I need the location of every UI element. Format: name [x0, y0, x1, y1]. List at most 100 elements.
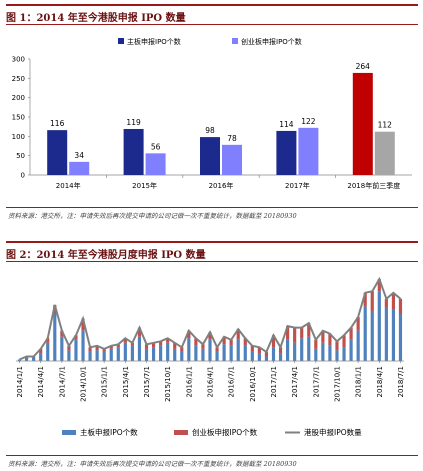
bar-main-board [144, 348, 149, 361]
bar-main-board [391, 309, 396, 361]
bar-gem [363, 292, 367, 307]
figure2-source: 资料来源：港交所，注：申请失效后再次提交申请的公司记做一次不重复统计，数据截至 … [8, 460, 297, 468]
x-tick-label: 2015/10/1 [164, 366, 172, 402]
bar-gem [194, 338, 198, 346]
bar-value-label: 112 [378, 121, 393, 130]
bar-main-board [67, 350, 71, 361]
x-tick-label: 2018年前三季度 [347, 181, 400, 190]
x-tick-label: 2017/10/1 [333, 366, 341, 402]
bar-main-board [74, 339, 78, 361]
bar-gem [39, 348, 43, 354]
bar-gem [46, 338, 50, 343]
bar-value-label: 122 [301, 117, 316, 126]
legend-label-main-board: 主板申报IPO个数 [80, 427, 138, 437]
bar-gem [321, 330, 325, 343]
x-tick-label: 2016/10/1 [249, 366, 257, 402]
bar-main-board [398, 313, 403, 361]
bar-value-label: 98 [205, 126, 215, 135]
legend-swatch-main-board [118, 38, 124, 44]
bar-main-board [286, 339, 290, 361]
bar-main-board [222, 344, 226, 361]
y-tick-label: 50 [16, 152, 25, 160]
y-tick-label: 250 [12, 75, 25, 83]
bar-main-board [307, 336, 311, 361]
x-tick-label: 2016/7/1 [228, 366, 236, 397]
x-tick-label: 2015/7/1 [143, 366, 151, 397]
bar-value-label: 34 [74, 151, 84, 160]
bar-gem [335, 341, 339, 351]
bar-gem [286, 326, 290, 340]
x-tick-label: 2014/1/1 [16, 366, 24, 397]
x-tick-label: 2014/10/1 [80, 366, 88, 402]
bar-gem [298, 127, 319, 175]
bar-gem [159, 341, 163, 346]
bar-main-board [159, 345, 163, 361]
bar-main-board [88, 351, 92, 361]
bar-main-board [356, 330, 360, 361]
bar-gem [145, 153, 166, 175]
bar-gem [67, 345, 71, 351]
figure2-title: 图 2：2014 年至今港股月度申报 IPO 数量 [6, 250, 206, 261]
bar-main-board [201, 348, 205, 361]
legend-label-gem: 创业板申报IPO个数 [192, 427, 258, 437]
bar-main-board [53, 313, 57, 361]
x-tick-label: 2018/1/1 [355, 366, 363, 397]
bar-gem [102, 348, 106, 352]
bar-main-board [257, 353, 261, 361]
bar-gem [187, 330, 191, 339]
bar-main-board [151, 347, 156, 361]
bar-gem [391, 292, 396, 310]
bar-main-board [250, 351, 254, 361]
bar-gem [271, 335, 276, 348]
bar-gem [137, 327, 142, 337]
bar-gem [151, 342, 156, 348]
bar-gem [257, 347, 261, 354]
bar-main-board [377, 291, 381, 361]
y-tick-label: 200 [12, 94, 25, 102]
bar-gem [144, 344, 149, 349]
figure2-title-rule [6, 261, 418, 262]
bar-gem [243, 338, 247, 346]
bar-main-board [321, 342, 325, 361]
bar-gem [307, 323, 311, 337]
bar-main-board [60, 336, 64, 361]
x-tick-label: 2015年 [132, 181, 157, 190]
bar-main-board [328, 345, 332, 361]
x-tick-label: 2014/7/1 [58, 366, 66, 397]
bar-value-label: 56 [151, 142, 161, 151]
x-tick-label: 2016年 [209, 181, 234, 190]
bar-main-board [236, 339, 240, 361]
bar-gem [215, 347, 219, 352]
bar-gem [201, 344, 205, 349]
bar-gem [130, 342, 134, 346]
y-tick-label: 150 [12, 114, 25, 122]
bar-value-label: 264 [356, 62, 371, 71]
legend-label-main-board: 主板申报IPO个数 [127, 37, 181, 46]
bar-value-label: 114 [279, 120, 294, 129]
y-tick-label: 300 [12, 56, 25, 64]
bar-main-board [384, 307, 388, 361]
y-tick-label: 0 [21, 172, 25, 180]
x-tick-label: 2015/4/1 [122, 366, 130, 397]
x-tick-label: 2015/1/1 [101, 366, 109, 397]
bar-main-board [166, 342, 170, 361]
bar-main-board [370, 310, 374, 361]
x-tick-label: 2018/7/1 [397, 366, 405, 397]
bar-main-board [95, 350, 99, 361]
bar-main-board [81, 330, 85, 361]
figure2-top-rule [6, 241, 418, 243]
bar-main-board [123, 342, 127, 361]
figure2-chart: 2014/1/1 2014/4/1 2014/7/1 2014/10/1 2015/1/… [16, 276, 405, 437]
legend-label-total-ipo: 港股申报IPO数量 [304, 427, 362, 437]
bar-gem [264, 351, 269, 357]
bar-main-board [271, 347, 276, 361]
bar-main-board [116, 347, 120, 361]
bar-gem [88, 347, 92, 352]
bar-main-board [243, 345, 247, 361]
bar-main-board [349, 339, 353, 361]
bar-gem [166, 338, 170, 343]
figure1-chart: 主板申报IPO个数 创业板申报IPO个数 0 50 100 150 200 250 300 116… [12, 37, 412, 190]
bar-gem [278, 347, 283, 354]
bar-main-board [278, 353, 283, 361]
bar-value-label: 78 [227, 134, 237, 143]
